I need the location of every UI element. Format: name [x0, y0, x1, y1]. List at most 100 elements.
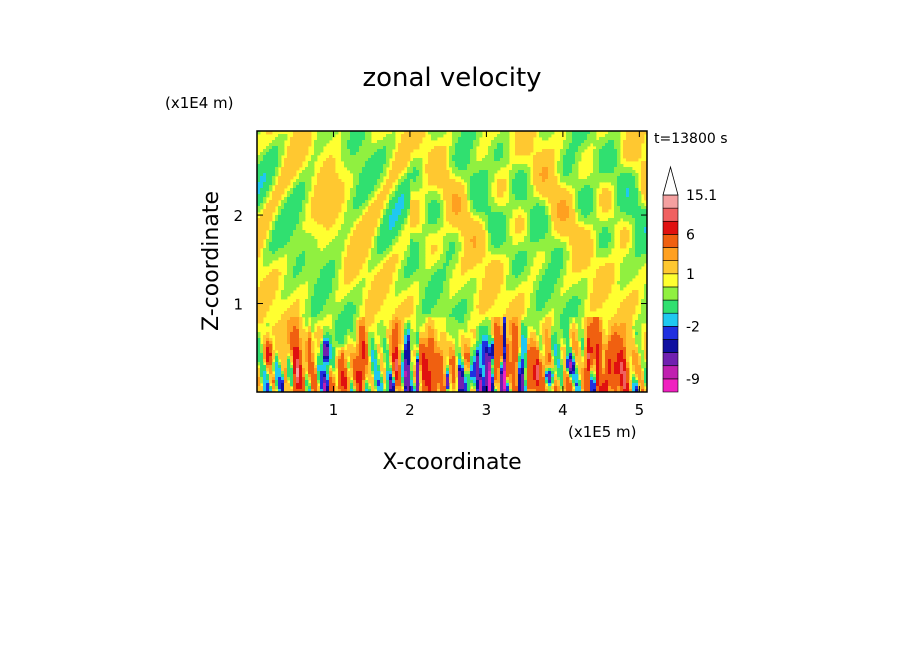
field-cell	[581, 263, 585, 267]
field-cell	[572, 143, 576, 147]
field-cell	[512, 185, 516, 189]
field-cell	[278, 155, 282, 159]
field-cell	[512, 188, 516, 192]
field-cell	[338, 251, 342, 255]
field-cell	[338, 257, 342, 261]
field-cell	[344, 266, 348, 270]
field-cell	[569, 230, 573, 234]
field-cell	[563, 203, 567, 207]
field-cell	[482, 164, 486, 168]
field-cell	[263, 155, 267, 159]
field-cell	[401, 197, 405, 201]
field-cell	[527, 260, 531, 264]
field-cell	[299, 281, 303, 285]
field-cell	[539, 158, 543, 162]
field-cell	[446, 239, 450, 243]
field-cell	[371, 146, 375, 150]
field-cell	[527, 245, 531, 249]
field-cell	[497, 185, 501, 189]
field-cell	[467, 218, 471, 222]
field-cell	[344, 269, 348, 273]
field-cell	[320, 263, 324, 267]
field-cell	[626, 170, 630, 174]
field-cell	[332, 179, 336, 183]
field-cell	[578, 185, 582, 189]
field-cell	[332, 272, 336, 276]
field-cell	[470, 182, 474, 186]
field-cell	[575, 164, 579, 168]
field-cell	[290, 161, 294, 165]
field-cell	[365, 248, 369, 252]
field-cell	[290, 260, 294, 264]
field-cell	[596, 143, 600, 147]
field-cell	[521, 203, 525, 207]
field-cell	[296, 263, 300, 267]
field-cell	[317, 272, 321, 276]
field-cell	[617, 131, 621, 135]
field-cell	[299, 173, 303, 177]
field-cell	[464, 140, 468, 144]
field-cell	[467, 182, 471, 186]
field-cell	[491, 221, 495, 225]
field-cell	[575, 158, 579, 162]
field-cell	[260, 203, 264, 207]
field-cell	[293, 224, 297, 228]
field-cell	[311, 266, 315, 270]
field-cell	[272, 245, 276, 249]
field-cell	[287, 164, 291, 168]
field-cell	[344, 164, 348, 168]
field-cell	[479, 170, 483, 174]
field-cell	[353, 140, 357, 144]
field-cell	[353, 170, 357, 174]
field-cell	[326, 206, 330, 210]
field-cell	[299, 242, 303, 246]
field-cell	[389, 155, 393, 159]
field-cell	[635, 200, 639, 204]
field-cell	[368, 185, 372, 189]
field-cell	[518, 182, 522, 186]
field-cell	[404, 260, 408, 264]
field-cell	[386, 215, 390, 219]
field-cell	[371, 185, 375, 189]
field-cell	[476, 134, 480, 138]
field-cell	[416, 233, 420, 237]
field-cell	[503, 248, 507, 252]
field-cell	[260, 239, 264, 243]
field-cell	[437, 176, 441, 180]
field-cell	[626, 182, 630, 186]
field-cell	[323, 167, 327, 171]
field-cell	[458, 182, 462, 186]
field-cell	[482, 218, 486, 222]
field-cell	[599, 158, 603, 162]
field-cell	[317, 218, 321, 222]
field-cell	[602, 152, 606, 156]
field-cell	[602, 197, 606, 201]
field-cell	[317, 209, 321, 213]
field-cell	[302, 245, 306, 249]
field-cell	[602, 209, 606, 213]
field-cell	[410, 281, 414, 285]
field-cell	[275, 188, 279, 192]
field-cell	[503, 146, 507, 150]
field-cell	[503, 233, 507, 237]
field-cell	[464, 227, 468, 231]
field-cell	[404, 188, 408, 192]
field-cell	[434, 221, 438, 225]
field-cell	[557, 248, 561, 252]
field-cell	[605, 224, 609, 228]
field-cell	[368, 260, 372, 264]
field-cell	[368, 218, 372, 222]
field-cell	[476, 260, 480, 264]
field-cell	[278, 224, 282, 228]
field-cell	[260, 173, 264, 177]
field-cell	[518, 281, 522, 285]
field-cell	[350, 212, 354, 216]
field-cell	[341, 137, 345, 141]
field-cell	[494, 164, 498, 168]
field-cell	[599, 146, 603, 150]
field-cell	[287, 182, 291, 186]
field-cell	[557, 164, 561, 168]
field-cell	[446, 260, 450, 264]
field-cell	[356, 242, 360, 246]
field-cell	[455, 257, 459, 261]
